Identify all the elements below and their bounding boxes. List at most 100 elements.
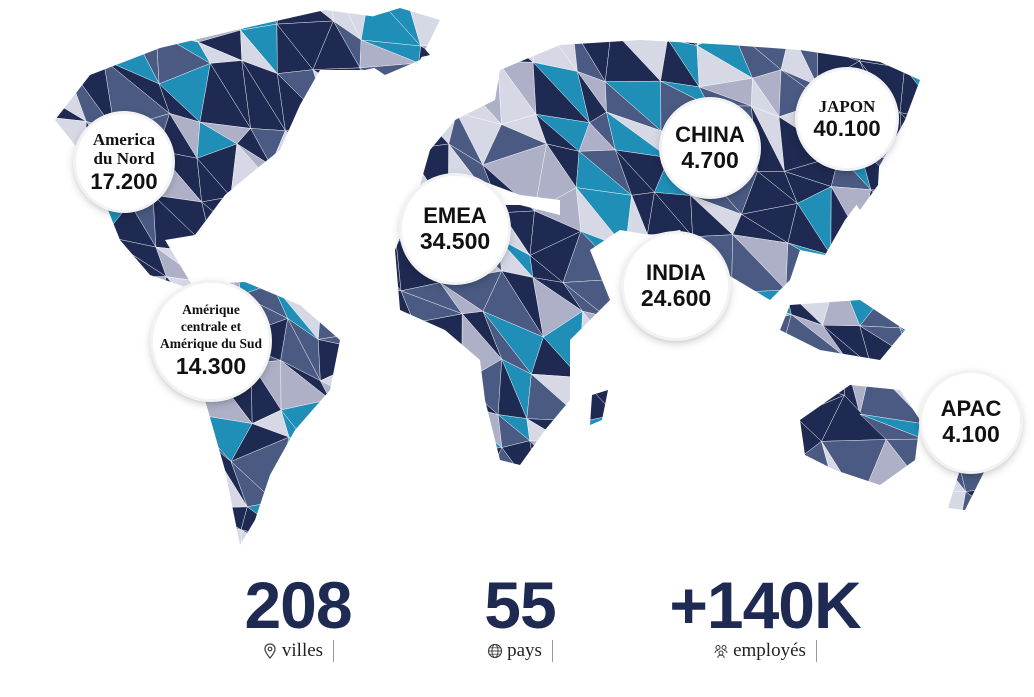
map-facet [152,409,208,443]
map-facet [986,237,1034,282]
map-facet [741,448,799,489]
map-facet [990,123,1034,153]
map-facet [737,314,792,378]
map-facet [103,379,154,413]
map-facet [0,441,41,502]
map-facet [55,399,84,463]
map-facet [293,249,337,277]
map-facet [946,120,985,173]
map-facet [944,236,985,290]
map-facet [404,362,463,400]
map-facet [913,193,949,238]
map-facet [905,8,956,42]
map-facet [906,490,956,545]
map-facet [402,409,455,465]
map-facet [695,448,749,485]
map-facet [420,483,446,523]
map-facet [444,522,503,545]
map-facet [859,542,926,545]
map-facet [731,292,793,329]
region-name: du Nord [93,149,155,169]
map-facet [870,189,914,232]
map-facet [55,202,79,231]
map-facet [901,231,951,281]
map-facet [575,8,626,30]
map-facet [664,375,717,418]
map-facet [501,535,529,545]
map-facet [201,201,233,254]
region-bubble-china: CHINA 4.700 [662,100,758,196]
map-facet [55,501,61,545]
map-facet [356,446,422,497]
map-facet [885,275,928,329]
map-facet [1029,331,1034,368]
map-facet [60,399,116,454]
map-facet [270,165,328,208]
map-facet [583,528,613,545]
map-facet [60,546,104,560]
region-name: America [92,129,156,149]
map-facet [55,461,84,503]
map-facet [742,370,796,422]
map-facet [319,380,381,412]
map-facet [651,8,703,47]
map-facet [114,439,164,508]
map-facet [0,398,21,462]
map-facet [830,237,887,294]
map-facet [402,398,454,454]
map-facet [190,521,243,545]
map-facet [453,447,503,489]
map-facet [624,8,668,40]
map-facet [655,340,715,376]
map-facet [411,495,446,536]
region-value: 34.500 [419,227,491,254]
map-facet [817,8,872,47]
map-facet [715,416,744,450]
map-facet [986,237,1034,290]
map-facet [317,275,361,340]
map-facet [0,363,38,401]
map-facet [82,499,131,527]
map-facet [103,324,151,381]
map-facet [369,235,402,292]
region-name: JAPON [818,96,876,116]
map-facet [583,537,607,545]
region-bubble-japan: JAPON 40.100 [798,70,896,168]
map-facet [780,525,829,545]
map-facet [916,30,945,78]
map-facet [402,361,440,410]
map-facet [359,67,425,118]
region-bubble-apac: APAC 4.100 [922,373,1020,471]
map-facet [664,436,714,492]
region-bubble-north-america: America du Nord 17.200 [76,114,172,210]
map-facet [899,275,963,333]
map-facet [162,439,208,509]
map-facet [835,494,872,543]
map-facet [583,500,613,538]
map-facet [990,320,1029,358]
map-facet [611,8,669,40]
map-facet [311,455,372,490]
map-facet [1028,239,1034,292]
map-facet [0,206,31,241]
map-facet [151,506,210,523]
map-facet [497,35,534,63]
map-facet [288,436,318,491]
map-facet [274,501,315,544]
stat-value: 208 [244,568,352,642]
map-facet [55,8,80,37]
map-facet [941,40,985,78]
map-facet [55,29,80,61]
map-facet [246,501,298,544]
map-facet [0,549,44,560]
map-facet [441,58,503,125]
map-facet [297,530,324,545]
map-facet [483,487,529,538]
map-facet [39,549,75,560]
map-facet [615,361,665,418]
map-facet [1010,22,1034,87]
map-facet [370,188,398,237]
map-facet [730,8,792,31]
map-facet [945,236,985,291]
map-facet [0,116,37,156]
